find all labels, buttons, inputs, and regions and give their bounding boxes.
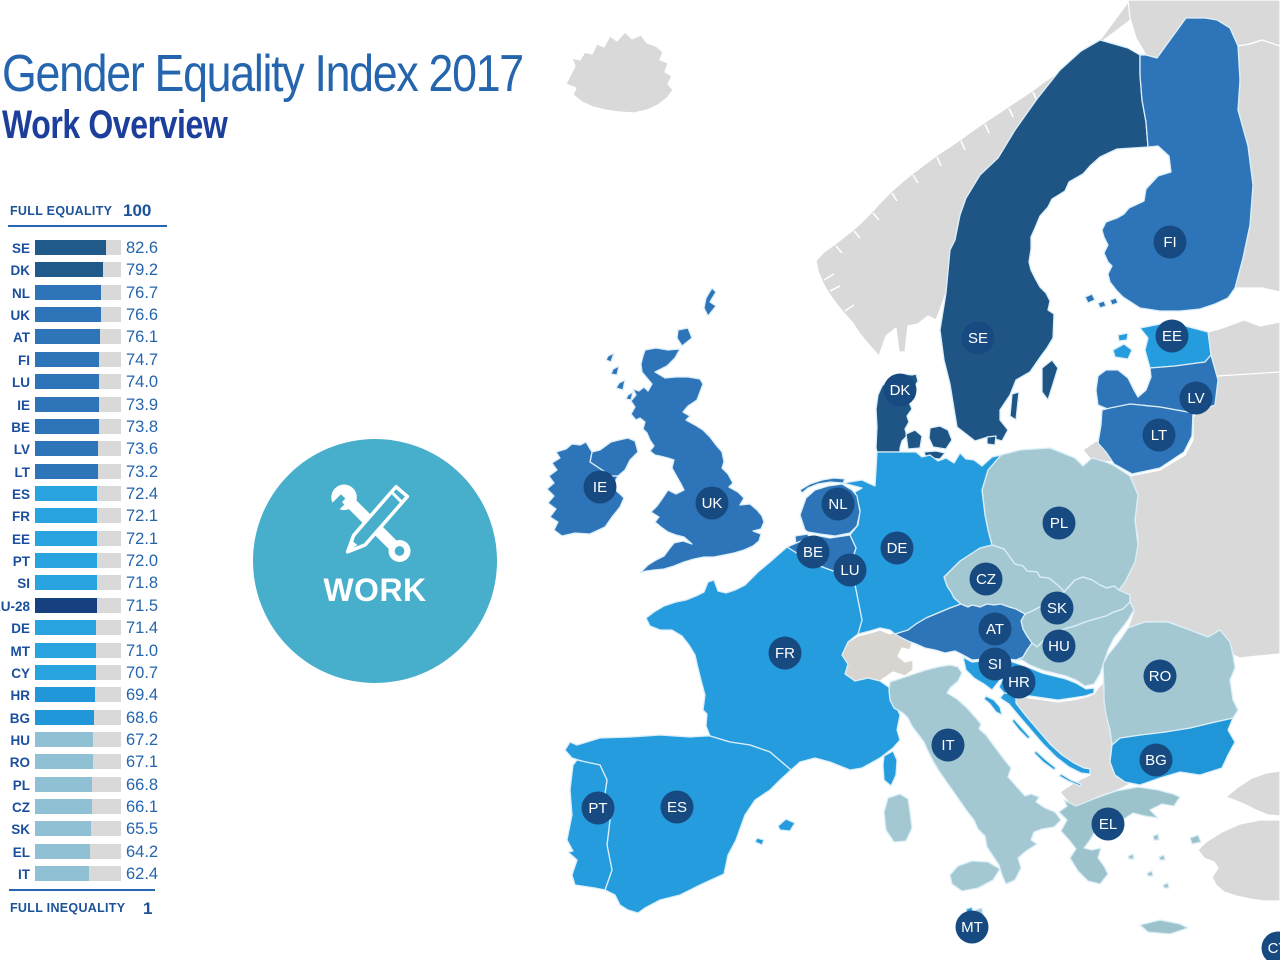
svg-text:FI: FI [1163, 234, 1176, 251]
svg-text:AT: AT [986, 621, 1004, 638]
svg-text:HU: HU [1048, 638, 1070, 655]
svg-text:LV: LV [1187, 390, 1204, 407]
svg-text:ES: ES [667, 799, 687, 816]
svg-text:SI: SI [988, 656, 1002, 673]
svg-text:BG: BG [1145, 752, 1167, 769]
svg-text:IT: IT [941, 737, 954, 754]
svg-text:IE: IE [593, 479, 607, 496]
svg-text:NL: NL [828, 496, 847, 513]
svg-text:PT: PT [588, 800, 607, 817]
svg-text:HR: HR [1008, 674, 1030, 691]
svg-text:PL: PL [1050, 515, 1068, 532]
svg-text:RO: RO [1149, 668, 1172, 685]
svg-text:MT: MT [961, 919, 983, 936]
svg-text:CZ: CZ [976, 571, 996, 588]
svg-text:SE: SE [968, 330, 988, 347]
svg-text:SK: SK [1047, 600, 1067, 617]
svg-text:DK: DK [890, 382, 911, 399]
svg-text:BE: BE [803, 544, 823, 561]
svg-text:CY: CY [1268, 940, 1280, 957]
svg-text:DE: DE [887, 540, 908, 557]
svg-text:FR: FR [775, 645, 795, 662]
svg-text:LT: LT [1151, 427, 1167, 444]
svg-text:EE: EE [1162, 328, 1182, 345]
svg-text:UK: UK [702, 495, 723, 512]
svg-text:LU: LU [840, 562, 859, 579]
svg-text:EL: EL [1099, 816, 1117, 833]
